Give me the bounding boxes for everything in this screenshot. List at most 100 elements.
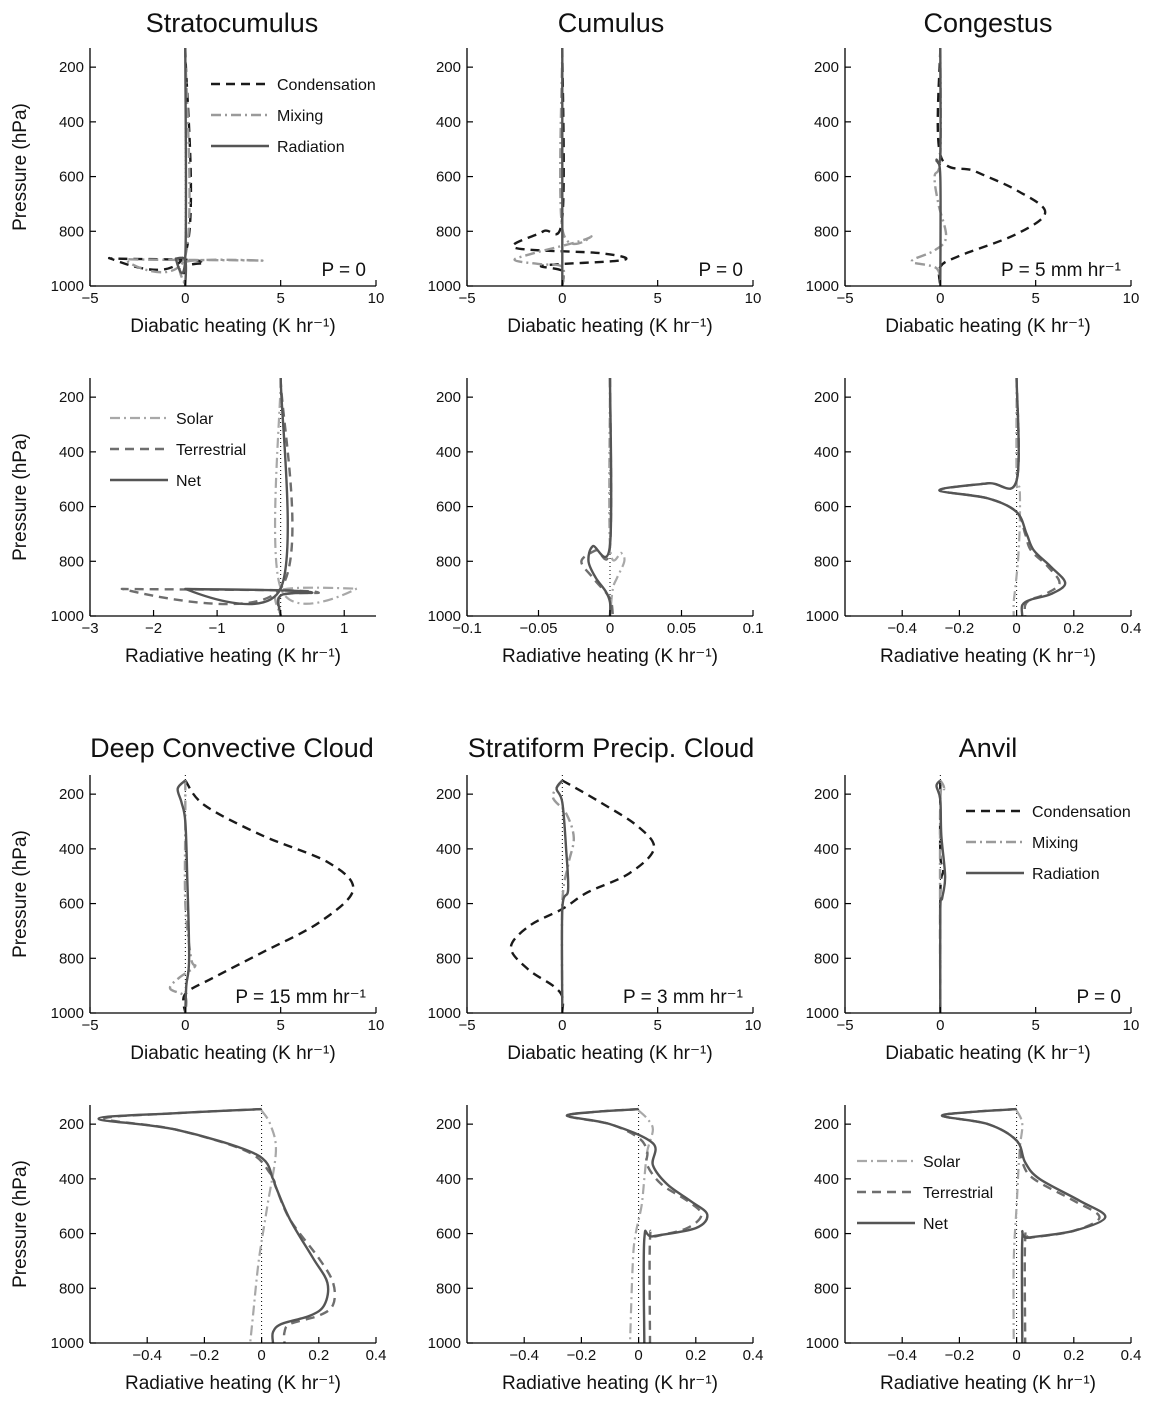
stratocumulus-diabatic-legend-mixing-label: Mixing	[277, 108, 323, 125]
deep-convective-radiative-series-net-line	[97, 1107, 330, 1343]
congestus-radiative-x-tick-label: 0	[1012, 620, 1020, 637]
congestus-radiative-y-tick-label: 200	[814, 389, 839, 406]
congestus-radiative-x-tick-label: 0.2	[1063, 620, 1084, 637]
stratocumulus-radiative-x-tick-label: 0	[276, 620, 284, 637]
stratocumulus-radiative-series-group	[120, 378, 358, 616]
stratocumulus-radiative-y-tick-label: 600	[59, 499, 84, 516]
anvil-radiative-y-tick-label: 1000	[806, 1335, 839, 1352]
anvil-radiative-series-group	[940, 1107, 1107, 1343]
stratiform-radiative-series-solar-line	[628, 1109, 654, 1343]
anvil-radiative-series-net-line	[940, 1107, 1107, 1343]
cumulus-diabatic-x-tick-label: −5	[458, 290, 475, 307]
stratocumulus-diabatic-y-tick-label: 1000	[51, 278, 84, 295]
stratiform-diabatic-x-tick-label: 5	[653, 1017, 661, 1034]
anvil-radiative-x-tick-label: 0.4	[1121, 1347, 1142, 1364]
cumulus-radiative-y-tick-label: 800	[436, 553, 461, 570]
anvil-radiative-legend-terrestrial-label: Terrestrial	[923, 1185, 993, 1202]
stratiform-diabatic-y-tick-label: 400	[436, 841, 461, 858]
anvil-diabatic-legend-mixing-label: Mixing	[1032, 835, 1078, 852]
anvil-radiative-x-tick-label: −0.2	[945, 1347, 975, 1364]
stratocumulus-diabatic-series-mixing-line	[125, 48, 264, 286]
stratocumulus-radiative-y-tick-label: 1000	[51, 608, 84, 625]
anvil-radiative-legend-solar-label: Solar	[923, 1154, 961, 1171]
deep-convective-radiative-x-tick-label: 0.4	[366, 1347, 387, 1364]
anvil-diabatic-x-tick-label: 10	[1123, 1017, 1140, 1034]
cumulus-diabatic-panel: 200 400 600 800 1000−5 0 5 10 Diabatic heating (…	[428, 48, 762, 337]
anvil-diabatic-x-tick-label: 5	[1031, 1017, 1039, 1034]
stratiform-diabatic-series-radiation-line	[555, 779, 570, 1013]
stratocumulus-diabatic-series-group	[107, 48, 264, 286]
stratocumulus-radiative-series-net-line	[184, 378, 314, 616]
cumulus-radiative-y-tick-label: 1000	[428, 608, 461, 625]
stratocumulus-radiative-y-axis-label: Pressure (hPa)	[10, 433, 31, 561]
cumulus-diabatic-x-tick-label: 5	[653, 290, 661, 307]
congestus-radiative-panel: 200 400 600 800 1000 −0.4 −0.2 0 0.2 0.4 Radiative…	[806, 378, 1141, 667]
cumulus-radiative-series-solar-line	[608, 378, 626, 616]
anvil-radiative-panel: 200 400 600 800 1000 −0.4 −0.2 0 0.2 0.4 Radiative…	[806, 1105, 1142, 1394]
deep-convective-diabatic-y-axis-label: Pressure (hPa)	[10, 830, 31, 958]
anvil-diabatic-y-tick-label: 600	[814, 896, 839, 913]
stratiform-diabatic-series-condensation-line	[509, 779, 656, 1013]
deep-convective-diabatic-series-radiation-line	[176, 779, 191, 1013]
deep-convective-diabatic-x-tick-label: 5	[276, 1017, 284, 1034]
stratiform-diabatic-x-axis-label: Diabatic heating (K hr⁻¹)	[507, 1043, 712, 1064]
anvil-diabatic-y-tick-label: 400	[814, 841, 839, 858]
stratiform-radiative-x-tick-label: 0.2	[685, 1347, 706, 1364]
stratiform-diabatic-x-tick-label: 10	[745, 1017, 762, 1034]
deep-convective-radiative-series-solar-line	[249, 1109, 278, 1343]
congestus-diabatic-y-tick-label: 600	[814, 169, 839, 186]
deep-convective-radiative-x-tick-label: −0.4	[132, 1347, 162, 1364]
deep-convective-radiative-y-tick-label: 200	[59, 1116, 84, 1133]
stratocumulus-diabatic-x-axis-label: Diabatic heating (K hr⁻¹)	[130, 316, 335, 337]
stratiform-diabatic-series-group	[509, 779, 656, 1013]
stratocumulus-radiative-x-tick-label: −1	[209, 620, 226, 637]
anvil-radiative-x-tick-label: 0.2	[1063, 1347, 1084, 1364]
anvil-diabatic-series-group	[935, 779, 947, 1013]
anvil-radiative-y-tick-label: 200	[814, 1116, 839, 1133]
deep-convective-diabatic-y-tick-label: 1000	[51, 1005, 84, 1022]
stratocumulus-diabatic-legend-condensation-label: Condensation	[277, 77, 376, 94]
cumulus-radiative-y-tick-label: 400	[436, 444, 461, 461]
stratiform-diabatic-panel: 200 400 600 800 1000−5 0 5 10 Diabatic heating (…	[428, 775, 762, 1064]
anvil-diabatic-y-tick-label: 200	[814, 786, 839, 803]
congestus-radiative-series-net-line	[938, 378, 1067, 616]
anvil-diabatic-legend-radiation-label: Radiation	[1032, 866, 1100, 883]
stratocumulus-radiative-y-tick-label: 400	[59, 444, 84, 461]
anvil-radiative-x-axis-label: Radiative heating (K hr⁻¹)	[880, 1373, 1096, 1394]
congestus-radiative-x-tick-label: −0.2	[945, 620, 975, 637]
deep-convective-diabatic-y-tick-label: 400	[59, 841, 84, 858]
stratocumulus-diabatic-series-radiation-line	[174, 48, 188, 286]
stratiform-radiative-series-net-line	[565, 1107, 709, 1343]
cumulus-diabatic-series-mixing-line	[513, 48, 593, 286]
stratocumulus-radiative-x-axis-label: Radiative heating (K hr⁻¹)	[125, 646, 341, 667]
section-title-stratiform: Stratiform Precip. Cloud	[468, 733, 755, 763]
congestus-diabatic-x-tick-label: 0	[936, 290, 944, 307]
stratiform-radiative-x-tick-label: −0.2	[567, 1347, 597, 1364]
stratocumulus-radiative-series-terrestrial-line	[120, 378, 320, 616]
anvil-diabatic-legend-condensation-label: Condensation	[1032, 804, 1131, 821]
anvil-diabatic-x-axis-label: Diabatic heating (K hr⁻¹)	[885, 1043, 1090, 1064]
stratiform-diabatic-y-tick-label: 1000	[428, 1005, 461, 1022]
stratocumulus-diabatic-panel: 200 400 600 800 1000−5 0 5 10 Diabatic heating (…	[10, 48, 384, 337]
deep-convective-radiative-x-tick-label: −0.2	[190, 1347, 220, 1364]
stratocumulus-diabatic-y-axis-label: Pressure (hPa)	[10, 103, 31, 231]
stratocumulus-diabatic-legend-radiation-label: Radiation	[277, 139, 345, 156]
deep-convective-diabatic-x-tick-label: 10	[368, 1017, 385, 1034]
stratiform-diabatic-y-tick-label: 800	[436, 950, 461, 967]
stratiform-radiative-x-tick-label: 0.4	[743, 1347, 764, 1364]
stratiform-diabatic-x-tick-label: 0	[558, 1017, 566, 1034]
deep-convective-radiative-y-tick-label: 600	[59, 1226, 84, 1243]
stratocumulus-radiative-x-tick-label: 1	[340, 620, 348, 637]
stratocumulus-diabatic-y-tick-label: 400	[59, 114, 84, 131]
deep-convective-radiative-x-axis-label: Radiative heating (K hr⁻¹)	[125, 1373, 341, 1394]
congestus-radiative-series-group	[938, 378, 1067, 616]
cumulus-diabatic-x-tick-label: 10	[745, 290, 762, 307]
stratiform-diabatic-y-tick-label: 200	[436, 786, 461, 803]
cumulus-radiative-series-net-line	[587, 378, 613, 616]
anvil-radiative-y-tick-label: 600	[814, 1226, 839, 1243]
anvil-radiative-y-tick-label: 800	[814, 1280, 839, 1297]
stratocumulus-radiative-y-tick-label: 800	[59, 553, 84, 570]
deep-convective-radiative-x-tick-label: 0	[257, 1347, 265, 1364]
